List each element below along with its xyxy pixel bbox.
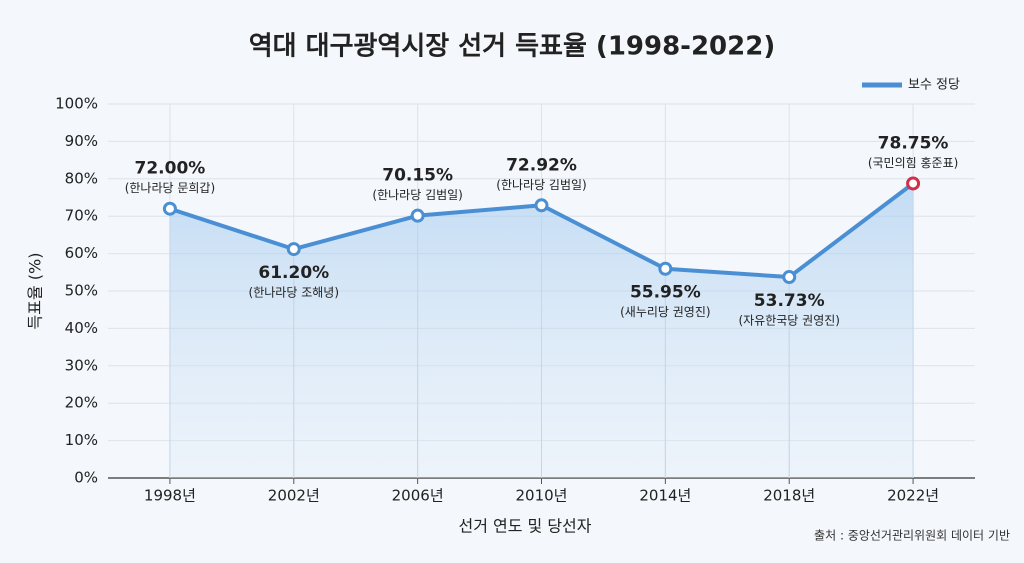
value-label: 53.73% (754, 291, 825, 311)
y-tick-label: 10% (65, 431, 98, 449)
x-tick-label: 1998년 (144, 487, 196, 505)
value-label: 78.75% (878, 133, 949, 153)
y-tick-label: 50% (65, 282, 98, 300)
legend-label: 보수 정당 (908, 78, 960, 93)
x-tick-label: 2010년 (516, 487, 568, 505)
value-label: 61.20% (258, 263, 329, 283)
y-axis-label: 득표율 (%) (26, 253, 45, 330)
value-label: 72.92% (506, 155, 577, 175)
x-tick-label: 2002년 (268, 487, 320, 505)
value-label: 70.15% (382, 166, 453, 186)
candidate-label: (국민의힘 홍준표) (868, 156, 958, 170)
x-axis-label: 선거 연도 및 당선자 (458, 517, 591, 536)
candidate-label: (자유한국당 권영진) (738, 314, 840, 328)
value-label: 72.00% (135, 159, 206, 179)
y-tick-label: 90% (65, 132, 98, 150)
value-label: 55.95% (630, 283, 701, 303)
y-tick-label: 60% (65, 244, 98, 262)
x-tick-label: 2014년 (639, 487, 691, 505)
chart-title: 역대 대구광역시장 선거 득표율 (1998-2022) (249, 32, 775, 62)
x-tick-label: 2022년 (887, 487, 939, 505)
x-tick-label: 2006년 (392, 487, 444, 505)
source-note: 출처 : 중앙선거관리위원회 데이터 기반 (814, 529, 1010, 543)
point (658, 261, 673, 276)
y-tick-label: 80% (65, 169, 98, 187)
y-tick-label: 40% (65, 319, 98, 337)
point (906, 176, 921, 191)
candidate-label: (새누리당 권영진) (620, 305, 710, 319)
point (782, 270, 797, 285)
point (286, 242, 301, 257)
candidate-label: (한나라당 조해녕) (249, 286, 339, 300)
candidate-label: (한나라당 김범일) (496, 178, 586, 192)
y-tick-label: 100% (55, 95, 98, 113)
y-tick-label: 0% (74, 469, 98, 487)
point (534, 198, 549, 213)
candidate-label: (한나라당 김범일) (372, 188, 462, 202)
y-tick-label: 30% (65, 356, 98, 374)
x-tick-label: 2018년 (763, 487, 815, 505)
point (410, 208, 425, 223)
point (162, 201, 177, 216)
y-tick-label: 20% (65, 394, 98, 412)
y-tick-label: 70% (65, 207, 98, 225)
candidate-label: (한나라당 문희갑) (125, 181, 215, 195)
